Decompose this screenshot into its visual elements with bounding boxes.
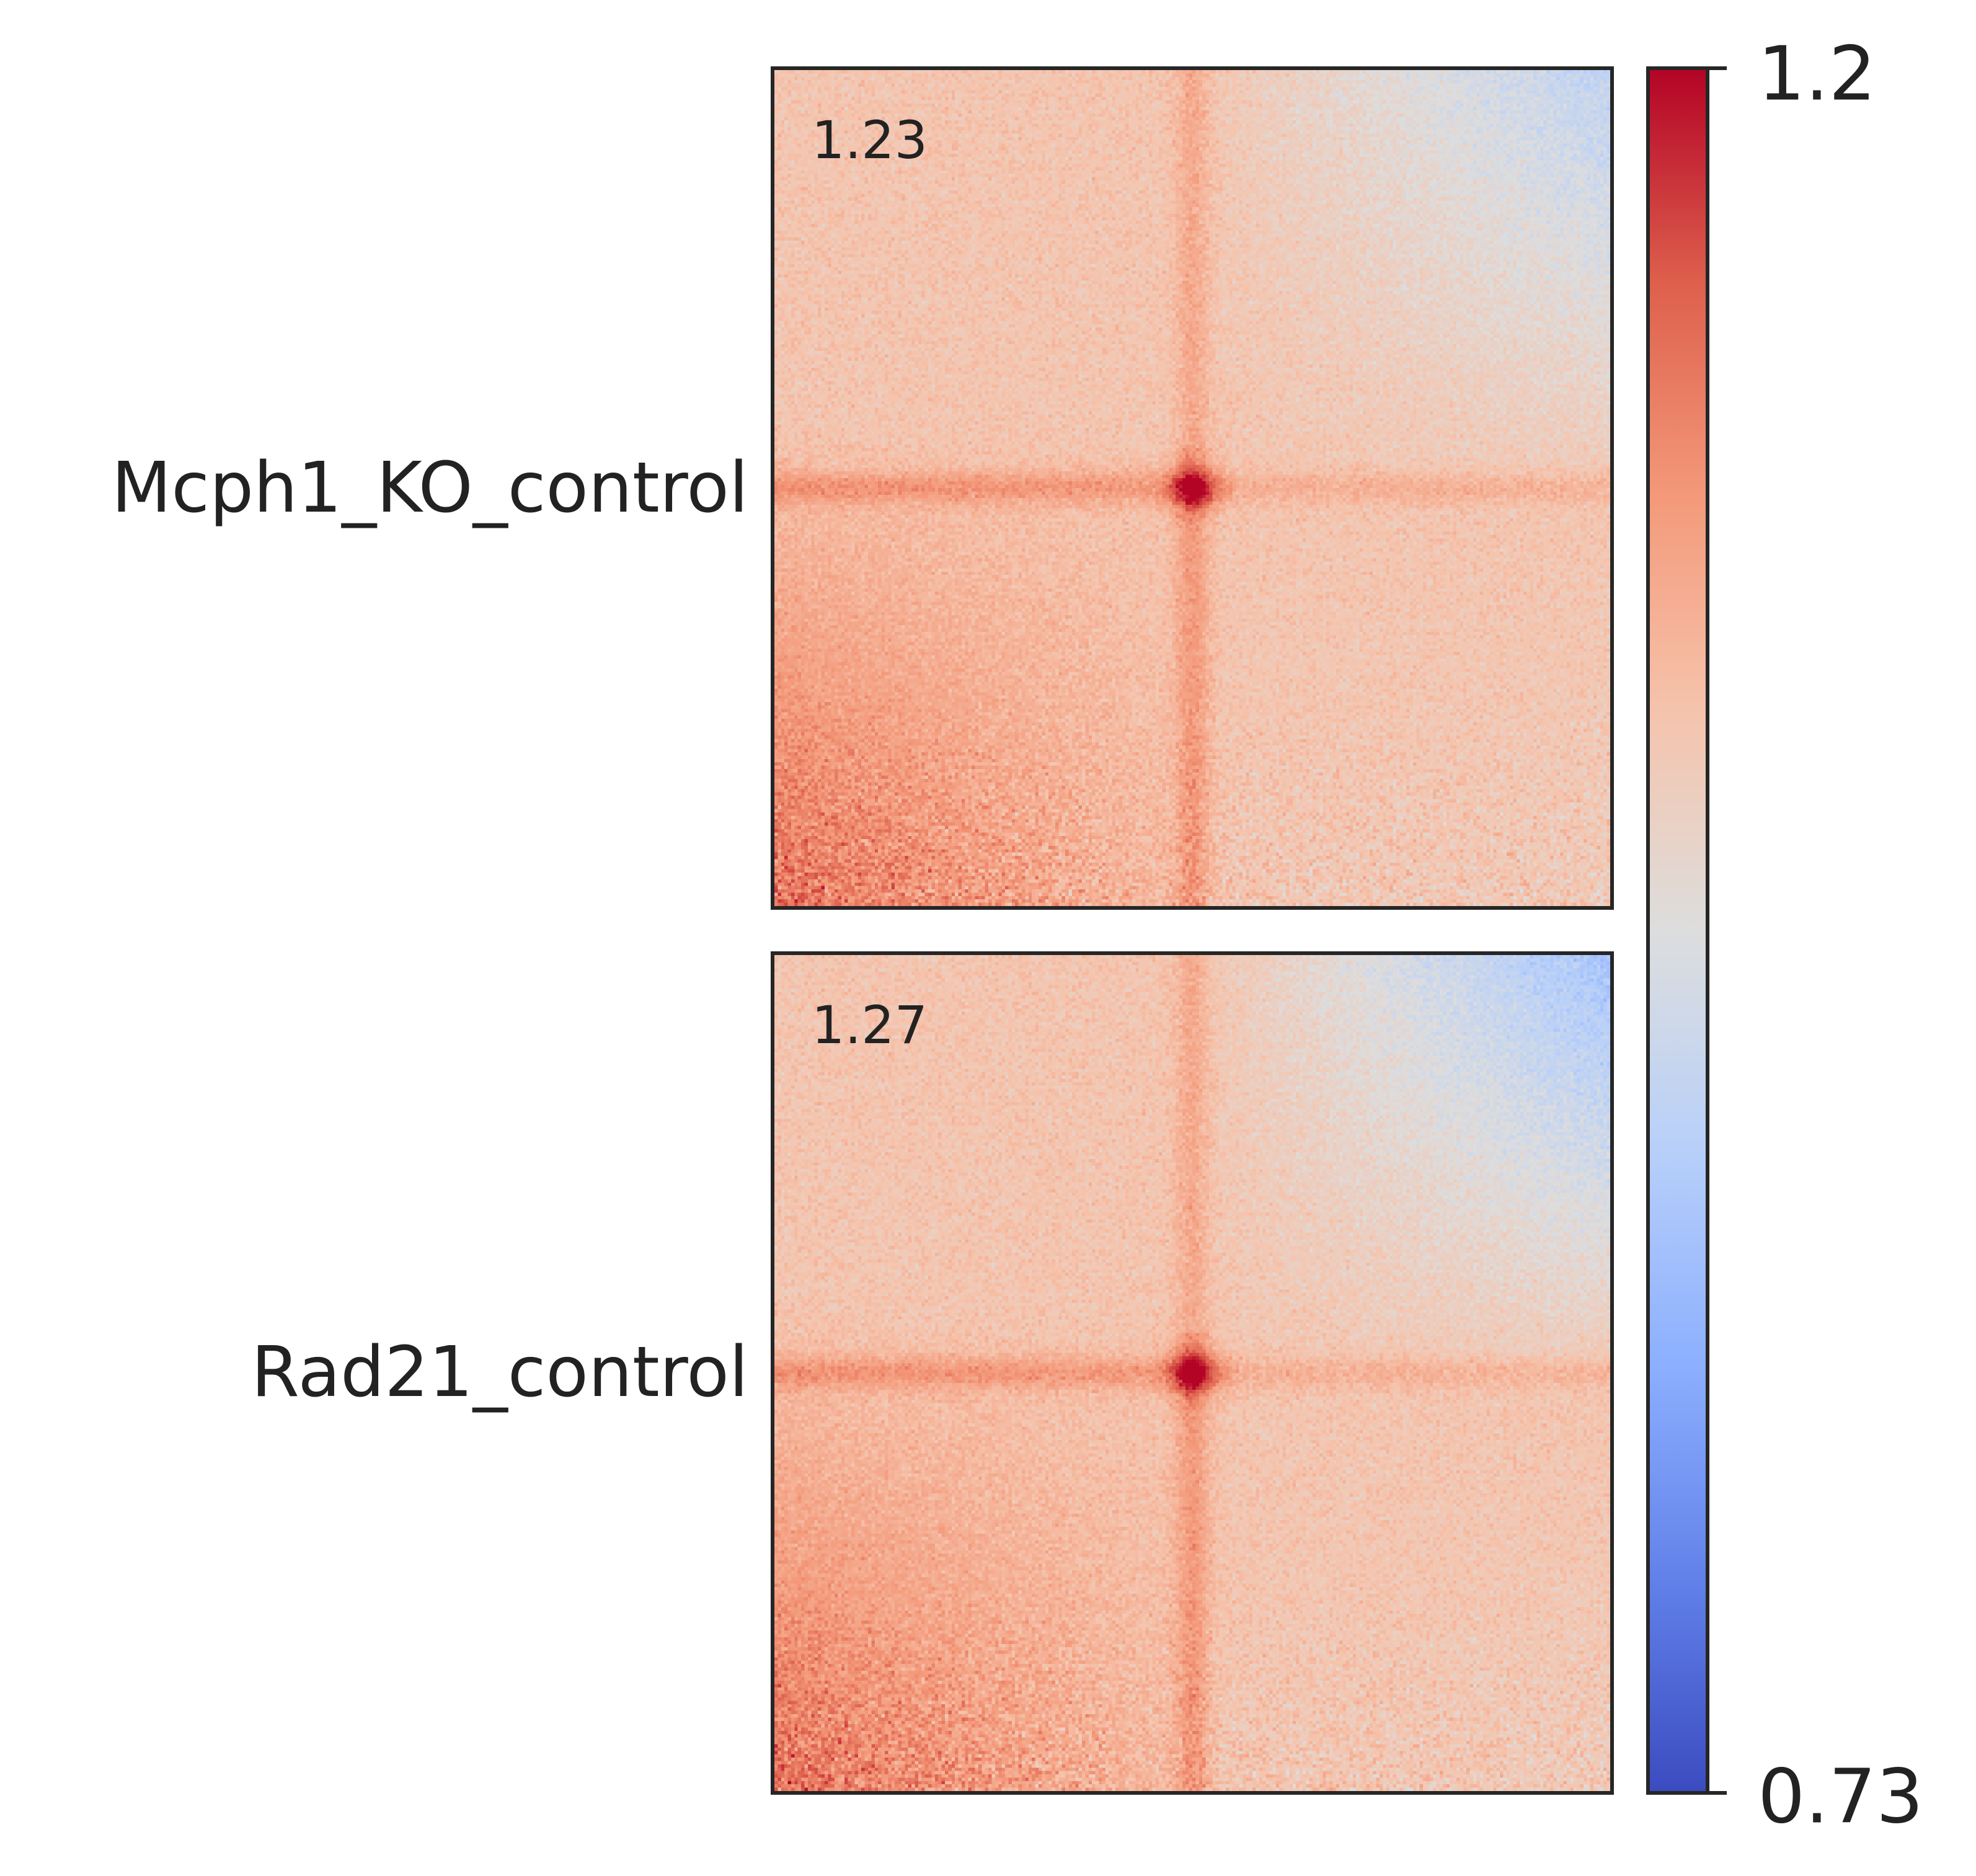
heatmap-panel-mcph1-ko-control: 1.23	[771, 66, 1614, 910]
corner-value: 1.27	[812, 995, 928, 1056]
colorbar-max-label: 1.2	[1758, 31, 1876, 118]
colorbar-max-tick	[1709, 66, 1727, 70]
heatmap-panel-rad21-control: 1.27	[771, 951, 1614, 1795]
heatmap-canvas	[774, 70, 1610, 906]
row-label: Mcph1_KO_control	[111, 448, 748, 528]
colorbar	[1646, 66, 1709, 1795]
colorbar-min-tick	[1709, 1791, 1727, 1795]
heatmap-canvas	[774, 955, 1610, 1791]
row-label: Rad21_control	[251, 1332, 748, 1413]
colorbar-min-label: 0.73	[1758, 1754, 1924, 1841]
corner-value: 1.23	[812, 110, 928, 171]
